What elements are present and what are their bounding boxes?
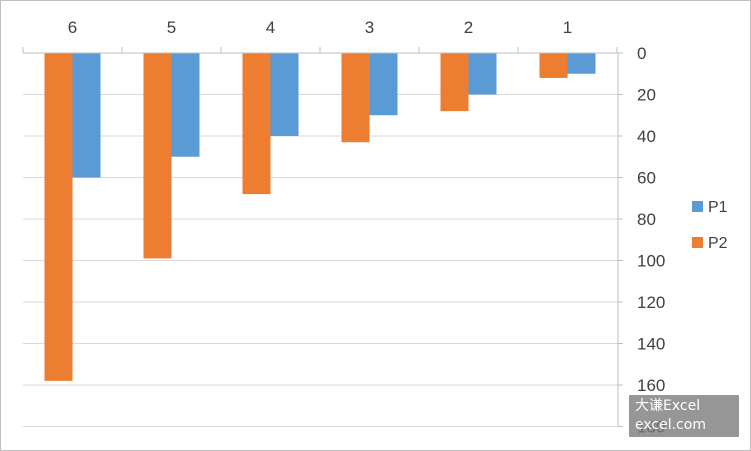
legend-label-p2: P2 (708, 235, 728, 252)
x-tick-label: 5 (167, 18, 176, 37)
legend-label-p1: P1 (708, 199, 728, 216)
legend: P1 P2 (692, 199, 728, 252)
bar-p1-5 (171, 53, 200, 157)
gridlines (23, 94, 618, 427)
y-tick-label: 20 (637, 86, 656, 105)
legend-swatch-p1 (692, 201, 703, 212)
y-tick-label: 80 (637, 210, 656, 229)
bar-p2-3 (341, 53, 370, 143)
y-tick-label: 120 (637, 293, 665, 312)
bar-p1-2 (468, 53, 497, 95)
bar-p2-4 (242, 53, 271, 195)
axes: 020406080100120140160180654321 (22, 18, 665, 437)
watermark-line-2: excel.com (635, 417, 706, 433)
y-tick-label: 60 (637, 169, 656, 188)
x-tick-label: 3 (365, 18, 374, 37)
legend-swatch-p2 (692, 237, 703, 248)
bar-p1-3 (369, 53, 398, 116)
y-tick-label: 160 (637, 376, 665, 395)
x-tick-label: 4 (266, 18, 275, 37)
y-tick-label: 100 (637, 252, 665, 271)
x-tick-label: 2 (464, 18, 473, 37)
bar-p2-2 (440, 53, 469, 112)
bar-p1-6 (72, 53, 101, 178)
y-tick-label: 40 (637, 127, 656, 146)
bar-p2-6 (44, 53, 73, 381)
bar-p2-1 (539, 53, 568, 78)
bar-p1-4 (270, 53, 299, 136)
x-tick-label: 6 (68, 18, 77, 37)
y-tick-label: 140 (637, 335, 665, 354)
bars (44, 53, 596, 381)
y-tick-label: 0 (637, 44, 646, 63)
bar-p1-1 (567, 53, 596, 74)
watermark-line-1: 大谦Excel (635, 398, 701, 414)
watermark: 大谦Excel excel.com (629, 395, 739, 437)
bar-p2-5 (143, 53, 172, 259)
x-tick-label: 1 (563, 18, 572, 37)
